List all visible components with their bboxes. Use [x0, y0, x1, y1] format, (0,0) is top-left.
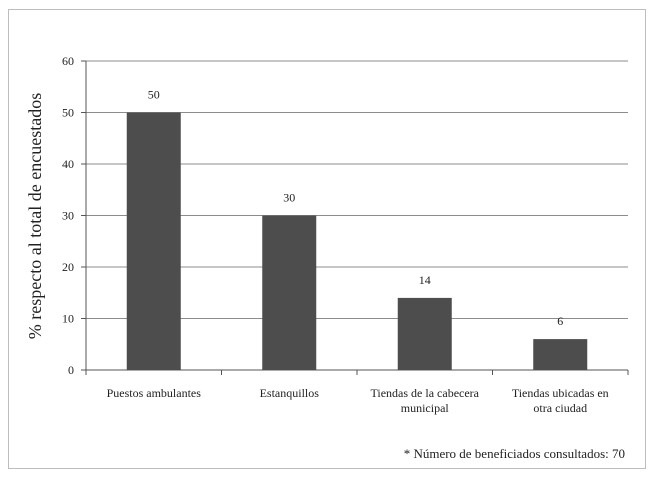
category-label: Tiendas de la cabecera municipal: [370, 386, 479, 415]
data-label: 30: [283, 191, 295, 205]
y-tick-label: 50: [62, 106, 74, 120]
bar: [397, 297, 452, 370]
y-tick-labels: 0 10 20 30 40 50 60: [62, 54, 74, 377]
footnote: * Número de beneficiados consultados: 70: [404, 446, 625, 461]
value-labels: 50 30 14 6: [148, 88, 564, 329]
category-labels: Puestos ambulantes Estanquillos Tiendas de…: [107, 386, 609, 415]
category-label-line: Tiendas ubicadas en: [512, 386, 609, 400]
y-tick-label: 20: [62, 260, 74, 274]
category-label-line: municipal: [401, 401, 450, 415]
data-label: 50: [148, 88, 160, 102]
y-tick-label: 10: [62, 312, 74, 326]
category-label: Puestos ambulantes: [107, 386, 202, 400]
category-label-line: Puestos ambulantes: [107, 386, 202, 400]
category-label-line: otra ciudad: [533, 401, 587, 415]
y-tick-label: 40: [62, 157, 74, 171]
category-label-line: Estanquillos: [260, 386, 320, 400]
y-axis-label: % respecto al total de encuestados: [25, 93, 45, 339]
bars: [126, 112, 588, 370]
data-label: 6: [557, 314, 563, 328]
chart-frame: [8, 9, 646, 469]
category-label: Estanquillos: [260, 386, 320, 400]
bar: [126, 112, 181, 370]
bar: [262, 215, 317, 370]
data-label: 14: [419, 273, 431, 287]
y-tick-label: 30: [62, 209, 74, 223]
bar: [533, 339, 588, 370]
category-label: Tiendas ubicadas en otra ciudad: [512, 386, 609, 415]
category-label-line: Tiendas de la cabecera: [370, 386, 479, 400]
y-tick-label: 0: [68, 363, 74, 377]
y-tick-label: 60: [62, 54, 74, 68]
